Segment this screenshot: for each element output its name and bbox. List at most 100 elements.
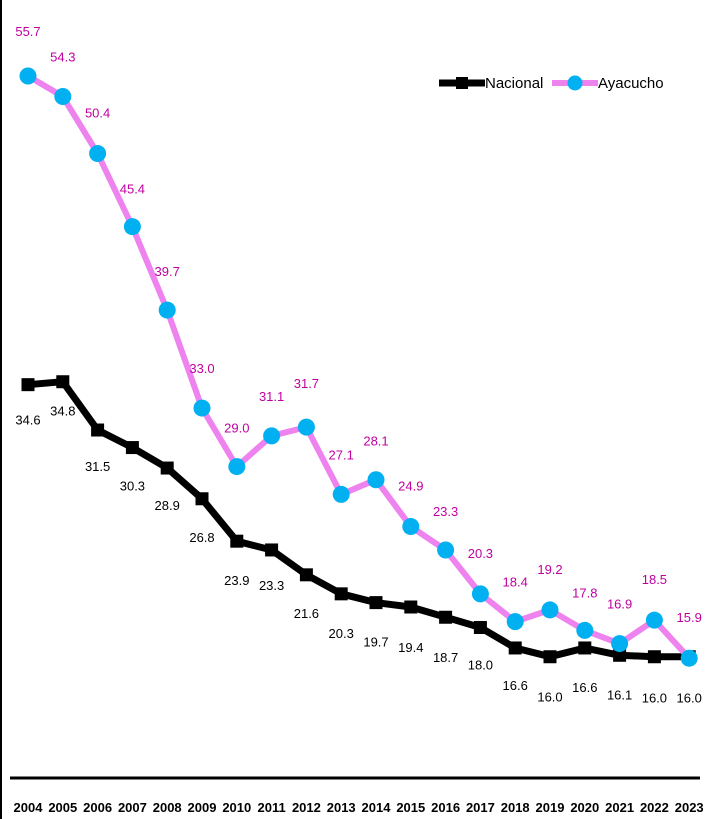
axis-layer: 2004 2005 2006 2007 2008 2009 2010 2011 2012 2013… xyxy=(10,776,704,815)
data-label-nacional: 16.0 xyxy=(677,691,702,706)
x-tick-label: 2016 xyxy=(431,800,460,815)
data-point-nacional xyxy=(508,641,522,655)
data-label-ayacucho: 54.3 xyxy=(50,49,75,64)
x-tick-label: 2015 xyxy=(396,800,425,815)
data-point-ayacucho xyxy=(54,87,72,105)
data-point-ayacucho xyxy=(19,67,37,85)
data-point-ayacucho xyxy=(471,585,489,603)
data-label-nacional: 18.7 xyxy=(433,650,458,665)
data-point-nacional xyxy=(91,423,105,437)
legend-label-nacional: Nacional xyxy=(485,75,543,92)
data-point-ayacucho xyxy=(158,301,176,319)
data-point-nacional xyxy=(439,610,453,624)
data-point-nacional xyxy=(369,596,383,610)
series-line-ayacucho xyxy=(26,73,692,661)
data-label-nacional: 16.6 xyxy=(572,680,597,695)
legend: Nacional Ayacucho xyxy=(439,75,664,92)
series-line-nacional xyxy=(27,378,690,661)
data-label-ayacucho: 31.1 xyxy=(259,389,284,404)
x-tick-label: 2010 xyxy=(222,800,251,815)
x-tick-label: 2018 xyxy=(501,800,530,815)
data-point-ayacucho xyxy=(645,611,663,629)
data-point-ayacucho xyxy=(228,458,246,476)
data-point-ayacucho xyxy=(541,601,559,619)
data-label-ayacucho: 19.2 xyxy=(537,562,562,577)
data-label-ayacucho: 17.8 xyxy=(572,585,597,600)
data-point-nacional xyxy=(613,648,627,662)
label-layer: 34.6 34.8 31.5 30.3 28.9 26.8 23.9 23.3 21.6 20.3… xyxy=(15,24,702,706)
data-point-nacional xyxy=(543,650,557,664)
data-label-ayacucho: 15.9 xyxy=(677,610,702,625)
data-label-nacional: 34.8 xyxy=(50,404,75,419)
legend-label-ayacucho: Ayacucho xyxy=(598,75,664,92)
data-label-ayacucho: 18.5 xyxy=(642,572,667,587)
data-point-ayacucho xyxy=(402,518,420,536)
x-tick-label: 2019 xyxy=(536,800,565,815)
x-tick-label: 2013 xyxy=(327,800,356,815)
data-point-nacional xyxy=(160,461,174,475)
x-tick-label: 2020 xyxy=(570,800,599,815)
x-tick-label: 2006 xyxy=(83,800,112,815)
data-point-ayacucho xyxy=(367,471,385,489)
data-label-nacional: 23.9 xyxy=(224,573,249,588)
data-point-ayacucho xyxy=(263,427,281,445)
data-label-nacional: 21.6 xyxy=(294,606,319,621)
x-tick-label: 2014 xyxy=(362,800,392,815)
data-point-nacional xyxy=(195,492,209,506)
data-label-nacional: 28.9 xyxy=(155,498,180,513)
data-label-ayacucho: 39.7 xyxy=(155,264,180,279)
data-point-ayacucho xyxy=(123,218,141,236)
data-label-ayacucho: 20.3 xyxy=(468,546,493,561)
data-label-ayacucho: 24.9 xyxy=(398,479,423,494)
data-label-ayacucho: 33.0 xyxy=(189,361,214,376)
data-label-ayacucho: 45.4 xyxy=(120,182,145,197)
x-tick-label: 2008 xyxy=(153,800,182,815)
x-tick-label: 2017 xyxy=(466,800,495,815)
legend-marker-nacional xyxy=(456,77,468,89)
data-label-nacional: 34.6 xyxy=(15,413,40,428)
data-point-ayacucho xyxy=(680,649,698,667)
data-point-nacional xyxy=(265,543,279,557)
data-label-ayacucho: 27.1 xyxy=(329,447,354,462)
data-label-nacional: 19.7 xyxy=(363,635,388,650)
data-label-nacional: 23.3 xyxy=(259,578,284,593)
x-tick-label: 2004 xyxy=(14,800,44,815)
data-point-nacional xyxy=(125,441,139,455)
data-label-nacional: 16.1 xyxy=(607,687,632,702)
data-point-nacional xyxy=(299,568,313,582)
x-tick-label: 2021 xyxy=(605,800,634,815)
data-label-ayacucho: 55.7 xyxy=(15,24,40,39)
x-tick-label: 2009 xyxy=(188,800,217,815)
x-tick-label: 2012 xyxy=(292,800,321,815)
legend-marker-ayacucho xyxy=(567,75,583,91)
data-point-ayacucho xyxy=(89,145,107,163)
data-point-ayacucho xyxy=(297,418,315,436)
data-label-ayacucho: 31.7 xyxy=(294,376,319,391)
x-tick-label: 2022 xyxy=(640,800,669,815)
x-tick-label: 2023 xyxy=(675,800,704,815)
data-label-nacional: 30.3 xyxy=(120,479,145,494)
data-label-ayacucho: 18.4 xyxy=(503,575,528,590)
data-point-nacional xyxy=(334,587,348,601)
data-label-nacional: 18.0 xyxy=(468,657,493,672)
data-label-nacional: 20.3 xyxy=(329,626,354,641)
data-point-ayacucho xyxy=(332,485,350,503)
data-point-nacional xyxy=(404,600,418,614)
data-point-nacional xyxy=(647,650,661,664)
data-label-nacional: 16.0 xyxy=(537,690,562,705)
data-point-ayacucho xyxy=(506,613,524,631)
data-point-nacional xyxy=(21,378,35,392)
data-point-ayacucho xyxy=(437,541,455,559)
data-point-nacional xyxy=(230,534,244,548)
series-layer xyxy=(19,67,698,667)
data-point-nacional xyxy=(56,375,70,389)
data-label-nacional: 19.4 xyxy=(398,640,423,655)
data-label-ayacucho: 29.0 xyxy=(224,421,249,436)
data-label-nacional: 31.5 xyxy=(85,459,110,474)
data-label-ayacucho: 16.9 xyxy=(607,597,632,612)
data-point-ayacucho xyxy=(611,635,629,653)
data-point-nacional xyxy=(473,620,487,634)
x-tick-label: 2011 xyxy=(257,800,285,815)
